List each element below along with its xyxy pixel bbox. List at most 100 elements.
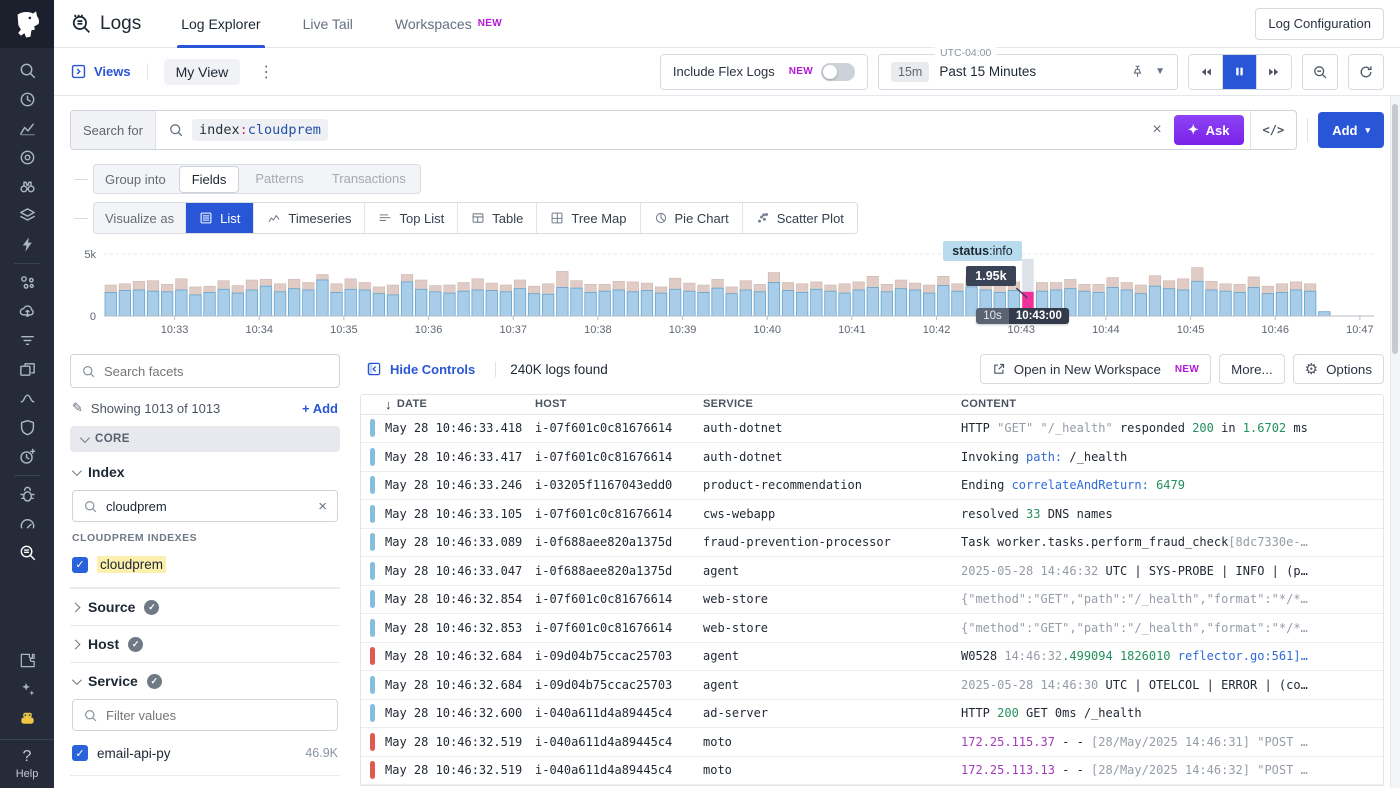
clear-query-icon[interactable]: ×: [1140, 121, 1173, 139]
log-row[interactable]: May 28 10:46:32.519i-040a611d4a89445c4mo…: [361, 728, 1383, 757]
viz-tab-scatter-plot[interactable]: Scatter Plot: [742, 203, 857, 233]
nav-bug-icon[interactable]: [0, 480, 54, 509]
log-row[interactable]: May 28 10:46:33.246i-03205f1167043edd0pr…: [361, 472, 1383, 501]
group-tab-transactions[interactable]: Transactions: [320, 166, 418, 193]
service-filter-input[interactable]: [106, 708, 327, 723]
tab-log-explorer[interactable]: Log Explorer: [177, 0, 264, 48]
nav-sparkles-icon[interactable]: [0, 675, 54, 704]
nav-integrations-icon[interactable]: [0, 646, 54, 675]
log-row[interactable]: May 28 10:46:32.684i-09d04b75ccac25703ag…: [361, 671, 1383, 700]
hide-controls-button[interactable]: Hide Controls: [360, 361, 481, 377]
edit-facets-icon[interactable]: ✎: [72, 400, 83, 416]
refresh-button[interactable]: [1348, 54, 1384, 90]
open-in-new-workspace-button[interactable]: Open in New Workspace NEW: [980, 354, 1211, 384]
nav-service-map-icon[interactable]: [0, 268, 54, 297]
log-row[interactable]: May 28 10:46:33.089i-0f688aee820a1375dfr…: [361, 529, 1383, 558]
query-syntax-button[interactable]: </>: [1250, 111, 1297, 149]
facet-group-core[interactable]: CORE: [70, 426, 340, 452]
time-pause-button[interactable]: [1223, 55, 1257, 89]
group-tab-patterns[interactable]: Patterns: [243, 166, 315, 193]
help-button[interactable]: ? Help: [0, 739, 54, 780]
facet-search[interactable]: [70, 354, 340, 388]
nav-watchdog-icon[interactable]: [0, 172, 54, 201]
viz-tab-timeseries[interactable]: Timeseries: [253, 203, 364, 233]
ask-ai-button[interactable]: ✦ Ask: [1174, 115, 1244, 145]
log-row[interactable]: May 28 10:46:33.418i-07f601c0c81676614au…: [361, 415, 1383, 444]
time-backward-button[interactable]: [1189, 55, 1223, 89]
nav-logs-icon[interactable]: [0, 538, 54, 567]
index-filter-input[interactable]: [106, 499, 310, 514]
clear-filter-icon[interactable]: ×: [318, 498, 327, 515]
checkbox-checked[interactable]: ✓: [72, 557, 88, 573]
log-row[interactable]: May 28 10:46:33.417i-07f601c0c81676614au…: [361, 443, 1383, 472]
nav-cloud-cost-icon[interactable]: [0, 297, 54, 326]
tab-live-tail[interactable]: Live Tail: [299, 0, 357, 48]
query-token[interactable]: index:cloudprem: [192, 119, 328, 141]
views-button[interactable]: Views: [70, 63, 148, 80]
time-forward-button[interactable]: [1257, 55, 1291, 89]
zoom-out-button[interactable]: [1302, 54, 1338, 90]
add-button[interactable]: Add ▾: [1318, 112, 1384, 148]
more-button[interactable]: More...: [1219, 354, 1284, 384]
log-row[interactable]: May 28 10:46:32.853i-07f601c0c81676614we…: [361, 614, 1383, 643]
nav-security-icon[interactable]: [0, 413, 54, 442]
flex-logs-toggle[interactable]: [821, 63, 855, 81]
viz-tab-table[interactable]: Table: [457, 203, 536, 233]
chart-canvas[interactable]: 5k010:3310:3410:3510:3610:3710:3810:3910…: [70, 242, 1384, 342]
service-filter[interactable]: [72, 699, 338, 731]
log-row[interactable]: May 28 10:46:33.105i-07f601c0c81676614cw…: [361, 500, 1383, 529]
group-tab-fields[interactable]: Fields: [179, 166, 240, 193]
viz-tab-tree-map[interactable]: Tree Map: [536, 203, 639, 233]
nav-bits-ai-icon[interactable]: [0, 704, 54, 733]
index-filter[interactable]: ×: [72, 490, 338, 522]
facet-source[interactable]: Source✓: [70, 588, 340, 626]
viz-tab-top-list[interactable]: Top List: [364, 203, 457, 233]
window-scrollbar-track[interactable]: [1390, 96, 1400, 788]
nav-events-icon[interactable]: [0, 230, 54, 259]
time-range-caret-icon[interactable]: ▼: [1155, 66, 1165, 77]
column-content[interactable]: CONTENT: [961, 398, 1383, 410]
column-host[interactable]: HOST: [535, 398, 703, 410]
log-configuration-button[interactable]: Log Configuration: [1255, 8, 1384, 40]
datadog-logo[interactable]: [0, 0, 54, 48]
log-row[interactable]: May 28 10:46:32.600i-040a611d4a89445c4ad…: [361, 700, 1383, 729]
log-row[interactable]: May 28 10:46:32.854i-07f601c0c81676614we…: [361, 586, 1383, 615]
view-menu-kebab-icon[interactable]: ⋮: [252, 60, 280, 84]
nav-search-icon[interactable]: [0, 56, 54, 85]
facet-value-cloudprem[interactable]: ✓cloudprem: [72, 552, 338, 577]
facet-index-header[interactable]: Index: [72, 464, 338, 480]
chart-bar-warn: [655, 287, 667, 293]
view-name[interactable]: My View: [164, 59, 241, 85]
options-button[interactable]: ⚙ Options: [1293, 354, 1384, 384]
facet-service-header[interactable]: Service ✓: [72, 673, 338, 689]
log-row[interactable]: May 28 10:46:32.519i-040a611d4a89445c4mo…: [361, 757, 1383, 786]
viz-tab-list[interactable]: List: [185, 203, 253, 233]
nav-metrics-icon[interactable]: [0, 114, 54, 143]
nav-synthetics-icon[interactable]: [0, 442, 54, 471]
add-facet-button[interactable]: + Add: [302, 401, 338, 416]
nav-pipelines-icon[interactable]: [0, 326, 54, 355]
facet-host[interactable]: Host✓: [70, 626, 340, 663]
column-service[interactable]: SERVICE: [703, 398, 961, 410]
checkbox-checked[interactable]: ✓: [72, 745, 88, 761]
facet-value-email-api-py[interactable]: ✓email-api-py46.9K: [72, 741, 338, 765]
nav-target-icon[interactable]: [0, 143, 54, 172]
sort-desc-icon[interactable]: ↓: [385, 397, 392, 412]
pin-icon[interactable]: [1130, 64, 1145, 79]
column-date[interactable]: ↓ DATE: [385, 397, 535, 412]
nav-apm-icon[interactable]: [0, 384, 54, 413]
nav-layers-icon[interactable]: [0, 201, 54, 230]
search-query-input[interactable]: index:cloudprem: [156, 119, 1140, 141]
tab-workspaces[interactable]: WorkspacesNEW: [391, 0, 506, 48]
include-flex-logs-control: Include Flex Logs NEW: [660, 54, 868, 90]
nav-history-icon[interactable]: [0, 85, 54, 114]
log-volume-timeseries[interactable]: 5k010:3310:3410:3510:3610:3710:3810:3910…: [70, 242, 1384, 346]
log-row[interactable]: May 28 10:46:32.684i-09d04b75ccac25703ag…: [361, 643, 1383, 672]
log-row[interactable]: May 28 10:46:33.047i-0f688aee820a1375dag…: [361, 557, 1383, 586]
nav-profiling-icon[interactable]: [0, 509, 54, 538]
nav-software-icon[interactable]: [0, 355, 54, 384]
facet-search-input[interactable]: [104, 364, 329, 379]
window-scrollbar-thumb[interactable]: [1392, 104, 1398, 354]
viz-tab-pie-chart[interactable]: Pie Chart: [640, 203, 742, 233]
time-range-picker[interactable]: UTC-04:00 15m Past 15 Minutes ▼: [878, 54, 1178, 90]
